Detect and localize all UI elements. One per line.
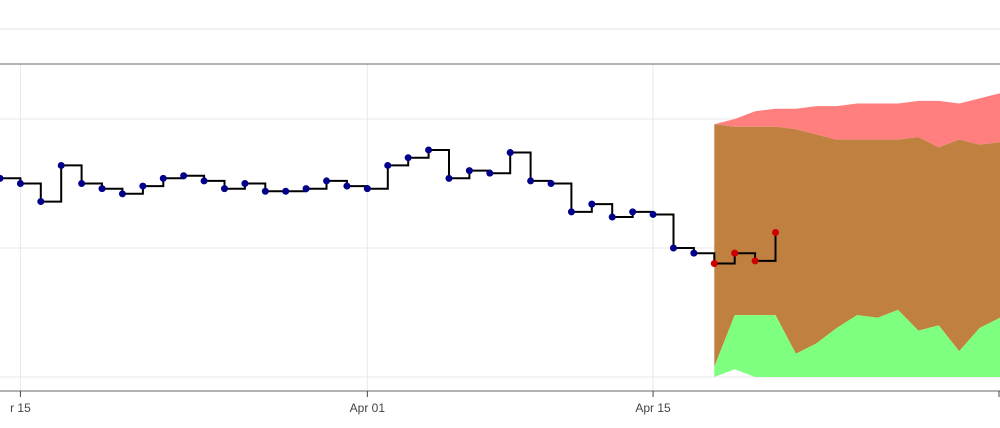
actual-point bbox=[200, 177, 208, 185]
upper-band-area bbox=[714, 93, 1000, 148]
actual-point bbox=[220, 185, 228, 193]
actual-point bbox=[608, 213, 616, 221]
actual-point bbox=[323, 177, 331, 185]
actual-point bbox=[547, 180, 555, 187]
actual-point bbox=[343, 182, 351, 190]
actual-point bbox=[261, 187, 269, 195]
actual-point bbox=[445, 174, 453, 182]
actual-point bbox=[302, 185, 310, 193]
x-tick-labels: r 15 Apr 01 Apr 15 bbox=[10, 401, 671, 415]
x-tick-label: Apr 01 bbox=[350, 401, 386, 415]
actual-point bbox=[486, 169, 494, 177]
actual-point bbox=[527, 177, 535, 185]
actual-point bbox=[567, 208, 575, 216]
actual-point bbox=[506, 149, 514, 157]
forecast-point bbox=[710, 259, 718, 267]
actual-point bbox=[363, 185, 371, 193]
actual-point bbox=[465, 167, 473, 175]
actual-point bbox=[57, 161, 65, 169]
middle-band-area bbox=[714, 124, 1000, 367]
actual-point bbox=[241, 180, 249, 187]
actual-point bbox=[649, 210, 657, 218]
actual-point bbox=[0, 174, 4, 182]
forecast-point bbox=[751, 257, 759, 265]
actual-point bbox=[139, 182, 147, 190]
actual-point bbox=[118, 190, 126, 198]
x-tick-label: Apr 15 bbox=[635, 401, 671, 415]
actual-point bbox=[690, 249, 698, 257]
actual-point bbox=[180, 172, 188, 180]
actual-point bbox=[404, 154, 412, 162]
actual-point bbox=[37, 198, 45, 206]
forecast-bands bbox=[714, 93, 1000, 377]
axes bbox=[0, 63, 1000, 397]
actual-point bbox=[78, 180, 86, 187]
actual-point bbox=[629, 208, 637, 216]
actual-point bbox=[16, 180, 24, 187]
actual-point bbox=[588, 200, 596, 208]
forecast-point bbox=[731, 249, 739, 257]
x-tick-label: r 15 bbox=[10, 401, 31, 415]
series-markers bbox=[0, 146, 780, 267]
forecast-point bbox=[772, 229, 780, 237]
actual-point bbox=[669, 244, 677, 252]
actual-point bbox=[425, 146, 433, 154]
actual-point bbox=[98, 185, 106, 193]
actual-point bbox=[282, 187, 290, 195]
lower-band-area bbox=[714, 309, 1000, 377]
actual-point bbox=[159, 174, 167, 182]
actual-point bbox=[384, 161, 392, 169]
